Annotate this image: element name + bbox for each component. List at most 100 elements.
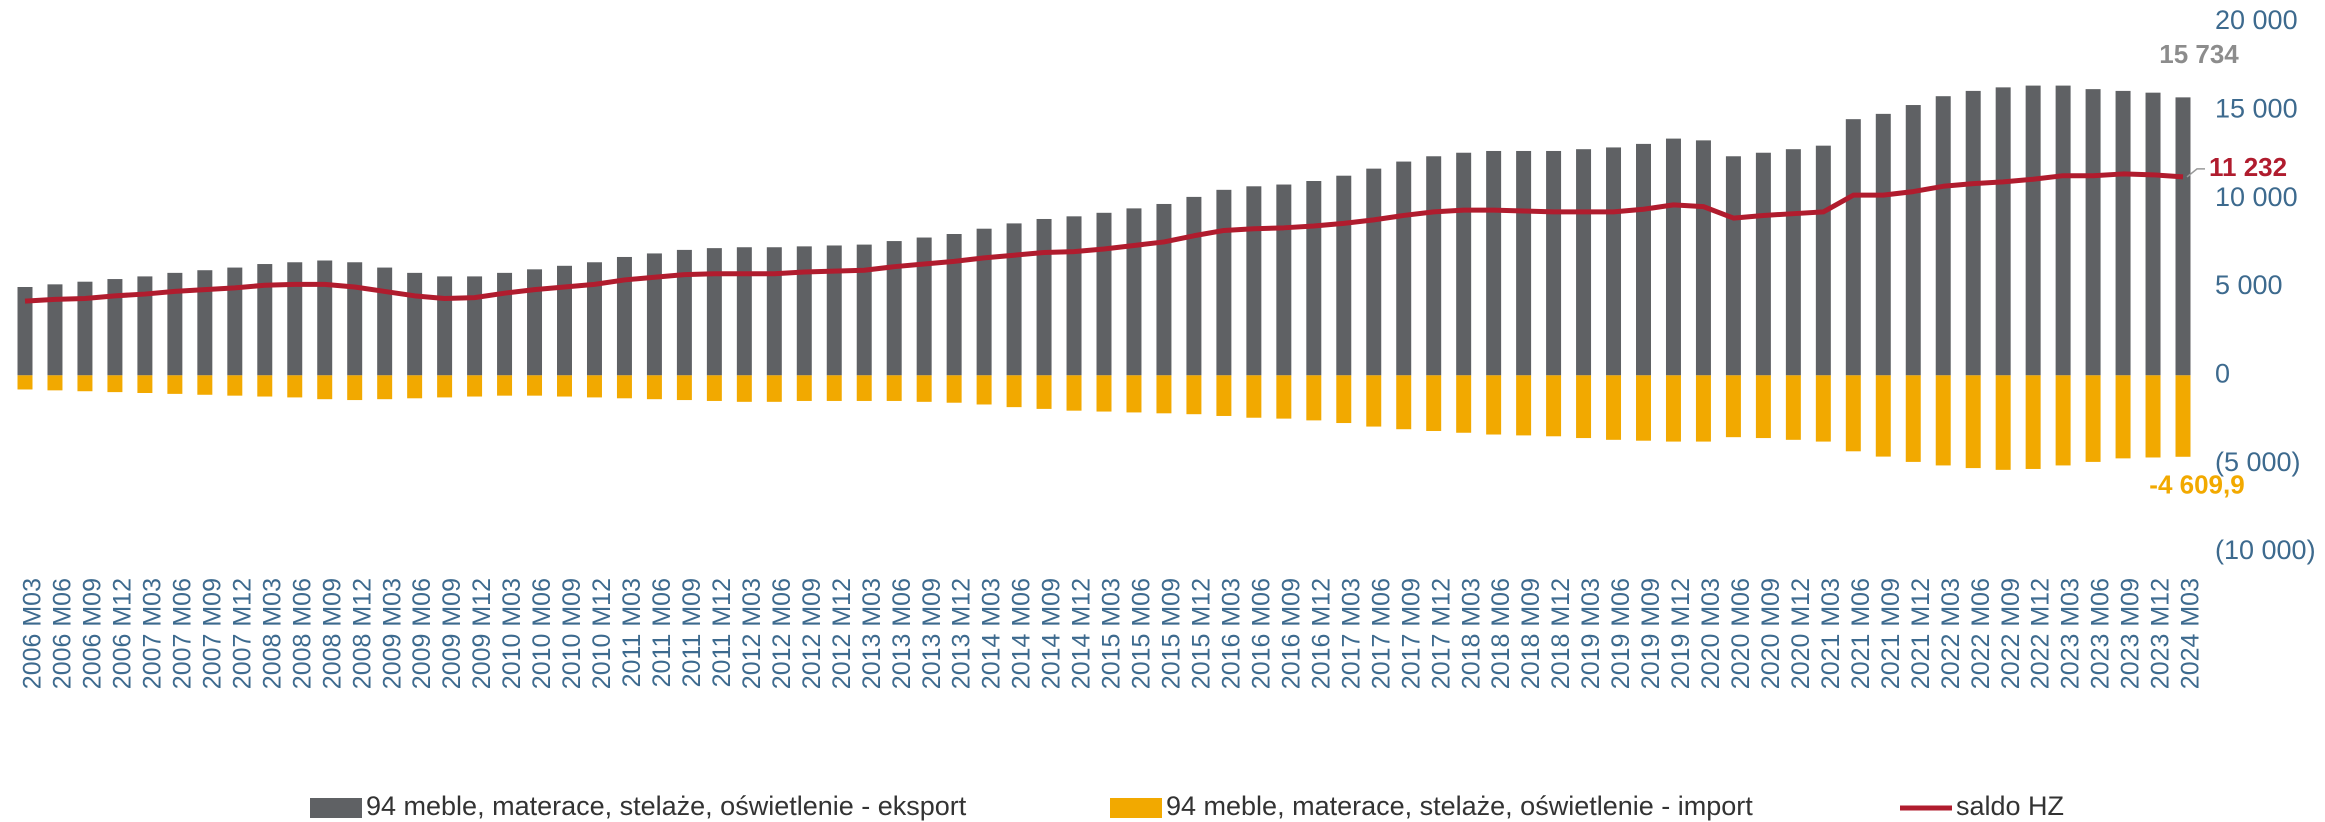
bar bbox=[796, 246, 812, 376]
bar bbox=[766, 247, 782, 376]
x-tick-label: 2011 M09 bbox=[678, 578, 706, 687]
bar bbox=[2085, 375, 2101, 462]
x-tick-label: 2006 M03 bbox=[19, 578, 47, 689]
bar bbox=[1186, 196, 1202, 376]
bar bbox=[1246, 375, 1262, 418]
x-tick-label: 2010 M06 bbox=[528, 578, 556, 689]
bar bbox=[347, 262, 363, 376]
x-tick-label: 2008 M09 bbox=[318, 578, 346, 689]
bar bbox=[676, 249, 692, 376]
bar bbox=[227, 267, 243, 376]
bar bbox=[1516, 150, 1532, 376]
bar bbox=[1246, 186, 1262, 376]
bar bbox=[1755, 375, 1771, 439]
x-tick-label: 2016 M06 bbox=[1247, 578, 1275, 689]
bar bbox=[437, 276, 453, 376]
bar bbox=[1126, 208, 1142, 376]
x-tick-label: 2010 M09 bbox=[558, 578, 586, 689]
bar bbox=[1725, 375, 1741, 438]
bar bbox=[1725, 156, 1741, 376]
bar bbox=[1306, 181, 1322, 376]
bar bbox=[1156, 203, 1172, 376]
bar bbox=[1785, 375, 1801, 440]
x-tick-label: 2022 M12 bbox=[2027, 578, 2055, 689]
x-tick-label: 2012 M06 bbox=[768, 578, 796, 689]
x-tick-label: 2013 M03 bbox=[858, 578, 886, 689]
x-tick-label: 2009 M06 bbox=[408, 578, 436, 689]
x-tick-label: 2008 M12 bbox=[348, 578, 376, 689]
x-tick-label: 2020 M12 bbox=[1787, 578, 1815, 689]
x-tick-label: 2023 M03 bbox=[2057, 578, 2085, 689]
bar bbox=[676, 375, 692, 401]
x-tick-label: 2008 M03 bbox=[258, 578, 286, 689]
bar bbox=[1276, 184, 1292, 376]
bar bbox=[2055, 85, 2071, 376]
bar bbox=[137, 276, 153, 376]
bar bbox=[1935, 375, 1951, 466]
value-label: 11 232 bbox=[2209, 152, 2287, 182]
bar bbox=[2025, 85, 2041, 376]
legend-label: 94 meble, materace, stelaże, oświetlenie… bbox=[1166, 791, 1753, 821]
x-tick-label: 2021 M12 bbox=[1907, 578, 1935, 689]
x-tick-label: 2016 M12 bbox=[1307, 578, 1335, 689]
bar bbox=[886, 375, 902, 401]
x-tick-label: 2007 M09 bbox=[198, 578, 226, 689]
x-tick-label: 2016 M09 bbox=[1277, 578, 1305, 689]
bar bbox=[1006, 223, 1022, 376]
bar bbox=[1096, 212, 1112, 376]
bar bbox=[826, 375, 842, 401]
bar bbox=[1276, 375, 1292, 419]
x-tick-label: 2019 M12 bbox=[1667, 578, 1695, 689]
bar bbox=[2055, 375, 2071, 466]
x-tick-label: 2021 M09 bbox=[1877, 578, 1905, 689]
bar bbox=[1426, 156, 1442, 376]
y-tick-label: 5 000 bbox=[2215, 270, 2283, 300]
legend-swatch bbox=[310, 798, 362, 818]
x-tick-label: 2014 M03 bbox=[978, 578, 1006, 689]
bar bbox=[1905, 105, 1921, 376]
bar bbox=[1126, 375, 1142, 413]
bar bbox=[1156, 375, 1172, 414]
x-tick-label: 2015 M06 bbox=[1128, 578, 1156, 689]
legend-label: 94 meble, materace, stelaże, oświetlenie… bbox=[366, 791, 967, 821]
bar bbox=[107, 375, 123, 393]
bar bbox=[77, 281, 93, 376]
x-tick-label: 2007 M06 bbox=[168, 578, 196, 689]
bar bbox=[646, 375, 662, 400]
bar bbox=[557, 375, 572, 397]
bar bbox=[1516, 375, 1532, 436]
x-tick-label: 2022 M03 bbox=[1937, 578, 1965, 689]
x-tick-label: 2007 M03 bbox=[138, 578, 166, 689]
bar bbox=[1845, 119, 1861, 376]
bar bbox=[2175, 375, 2191, 457]
bar bbox=[616, 256, 632, 376]
x-tick-label: 2023 M12 bbox=[2147, 578, 2175, 689]
x-tick-label: 2022 M09 bbox=[1997, 578, 2025, 689]
bar bbox=[197, 270, 213, 376]
bar bbox=[1935, 96, 1951, 376]
x-tick-label: 2014 M09 bbox=[1038, 578, 1066, 689]
bar bbox=[586, 262, 602, 376]
bar bbox=[736, 247, 752, 376]
bar bbox=[1995, 375, 2011, 470]
bar bbox=[1995, 87, 2011, 376]
bar bbox=[1905, 375, 1921, 462]
x-tick-label: 2014 M12 bbox=[1068, 578, 1096, 689]
x-tick-label: 2017 M06 bbox=[1367, 578, 1395, 689]
bar bbox=[227, 375, 243, 396]
bar bbox=[257, 375, 273, 397]
x-tick-label: 2020 M06 bbox=[1727, 578, 1755, 689]
bar bbox=[197, 375, 213, 395]
x-tick-label: 2015 M12 bbox=[1188, 578, 1216, 689]
x-tick-label: 2019 M09 bbox=[1637, 578, 1665, 689]
bar bbox=[527, 269, 543, 376]
bar bbox=[2115, 375, 2131, 459]
bar bbox=[796, 375, 812, 401]
bar bbox=[736, 375, 752, 402]
bar bbox=[1546, 375, 1562, 437]
bar bbox=[766, 375, 782, 402]
x-tick-label: 2021 M06 bbox=[1847, 578, 1875, 689]
value-label: -4 609,9 bbox=[2149, 470, 2244, 500]
bar bbox=[1006, 375, 1022, 408]
